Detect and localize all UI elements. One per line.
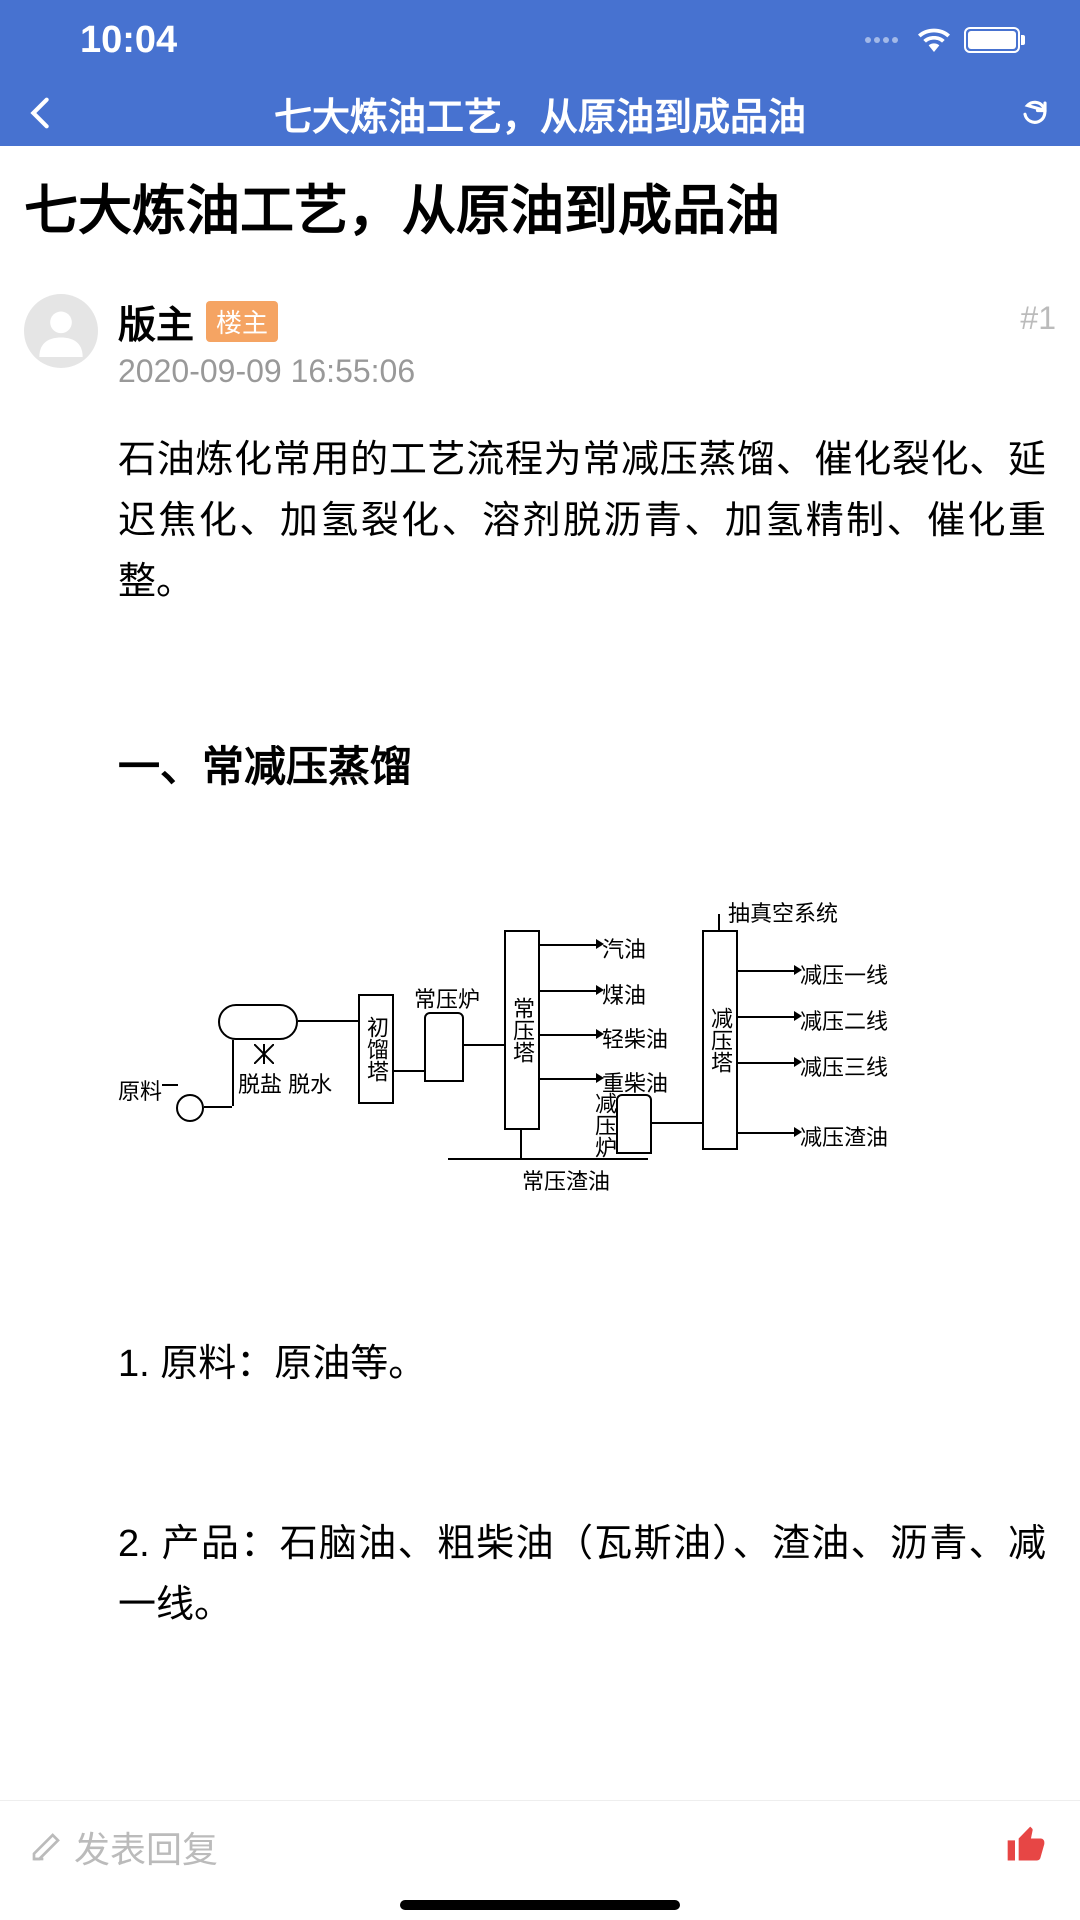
post-date: 2020-09-09 16:55:06 bbox=[118, 353, 1000, 390]
pump-icon bbox=[176, 1094, 204, 1122]
desalt-label: 脱盐 脱水 bbox=[238, 1072, 332, 1098]
content-area: 七大炼油工艺，从原油到成品油 版主 楼主 2020-09-09 16:55:06… bbox=[0, 146, 1080, 1636]
wifi-icon bbox=[918, 28, 950, 52]
atm-tower: 常压塔 bbox=[504, 930, 540, 1130]
vac-top-label: 抽真空系统 bbox=[728, 896, 838, 928]
post-header: 版主 楼主 2020-09-09 16:55:06 #1 bbox=[24, 294, 1056, 390]
intro-paragraph: 石油炼化常用的工艺流程为常减压蒸馏、催化裂化、延迟焦化、加氢裂化、溶剂脱沥青、加… bbox=[118, 430, 1046, 612]
vac-tower: 减压塔 bbox=[702, 930, 738, 1150]
signal-dots-icon bbox=[865, 37, 898, 43]
initial-tower: 初馏塔 bbox=[358, 994, 394, 1104]
vac-furnace-icon bbox=[616, 1094, 652, 1154]
diagram-input-label: 原料 bbox=[118, 1074, 162, 1106]
avatar-icon bbox=[35, 305, 87, 357]
process-diagram: 原料 脱盐 脱水 初馏塔 常压炉 常压塔 bbox=[118, 894, 1046, 1214]
atm-out-2: 轻柴油 bbox=[602, 1022, 668, 1054]
post-floor: #1 bbox=[1020, 294, 1056, 337]
status-icons bbox=[865, 27, 1020, 53]
post-meta: 版主 楼主 2020-09-09 16:55:06 bbox=[118, 294, 1000, 390]
avatar[interactable] bbox=[24, 294, 98, 368]
status-time: 10:04 bbox=[80, 19, 177, 62]
vac-out-3: 减压渣油 bbox=[800, 1120, 888, 1152]
valve-icon bbox=[254, 1044, 274, 1064]
status-bar: 10:04 bbox=[0, 0, 1080, 80]
refresh-button[interactable] bbox=[1010, 98, 1050, 128]
atm-furnace-label: 常压炉 bbox=[414, 982, 480, 1014]
reply-input[interactable]: 发表回复 bbox=[30, 1821, 1002, 1873]
vac-out-2: 减压三线 bbox=[800, 1050, 888, 1082]
battery-icon bbox=[964, 27, 1020, 53]
article-title: 七大炼油工艺，从原油到成品油 bbox=[24, 176, 1056, 246]
chevron-left-icon bbox=[30, 96, 50, 130]
furnace-icon bbox=[424, 1012, 464, 1082]
thumbs-up-icon bbox=[1002, 1822, 1050, 1866]
section-1-title: 一、常减压蒸馏 bbox=[118, 733, 1046, 794]
like-button[interactable] bbox=[1002, 1822, 1050, 1871]
author-name[interactable]: 版主 bbox=[118, 294, 194, 349]
vac-out-1: 减压二线 bbox=[800, 1004, 888, 1036]
nav-title: 七大炼油工艺，从原油到成品油 bbox=[70, 86, 1010, 141]
back-button[interactable] bbox=[30, 96, 70, 130]
atm-out-1: 煤油 bbox=[602, 978, 646, 1010]
refresh-icon bbox=[1020, 98, 1050, 128]
reply-placeholder: 发表回复 bbox=[74, 1821, 218, 1873]
post-body: 石油炼化常用的工艺流程为常减压蒸馏、催化裂化、延迟焦化、加氢裂化、溶剂脱沥青、加… bbox=[24, 430, 1056, 1636]
item-2: 2. 产品：石脑油、粗柴油（瓦斯油）、渣油、沥青、减一线。 bbox=[118, 1514, 1046, 1636]
author-badge: 楼主 bbox=[206, 301, 278, 342]
vessel-icon bbox=[218, 1004, 298, 1040]
vac-out-0: 减压一线 bbox=[800, 958, 888, 990]
item-1: 1. 原料：原油等。 bbox=[118, 1334, 1046, 1395]
atm-out-0: 汽油 bbox=[602, 932, 646, 964]
atm-bottom-label: 常压渣油 bbox=[522, 1164, 610, 1196]
nav-bar: 七大炼油工艺，从原油到成品油 bbox=[0, 80, 1080, 146]
home-indicator[interactable] bbox=[400, 1900, 680, 1910]
edit-icon bbox=[30, 1831, 62, 1863]
